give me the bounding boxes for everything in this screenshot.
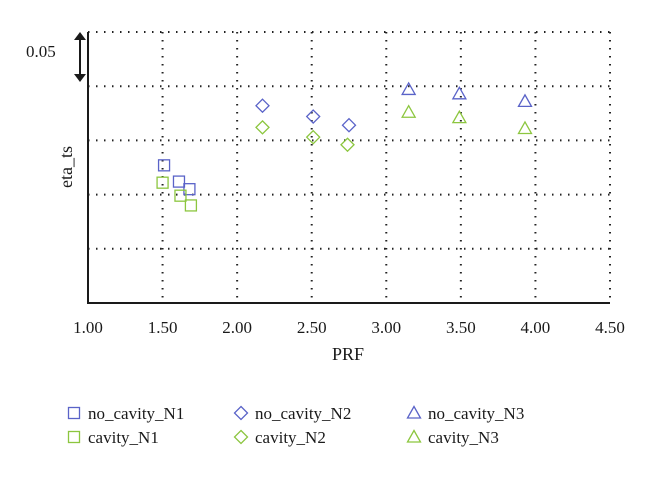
data-point-cavity-N2 <box>305 129 321 145</box>
legend: no_cavity_N1 no_cavity_N2 no_cavity_N3cavi… <box>67 404 524 447</box>
x-tick-label: 2.00 <box>222 318 252 337</box>
data-point-no-cavity-N3 <box>517 93 533 108</box>
data-point-cavity-N1 <box>184 199 198 212</box>
legend-marker-no-cavity-N3 <box>406 405 422 419</box>
legend-marker-cavity-N1 <box>67 430 81 444</box>
scale-annotation-label: 0.05 <box>26 42 56 61</box>
x-tick-labels: 1.00 1.50 2.00 2.50 3.00 3.50 4.00 4.50 <box>73 318 625 337</box>
x-tick-label: 3.50 <box>446 318 476 337</box>
legend-label-cavity-N2: cavity_N2 <box>255 428 326 447</box>
scale-arrow-head-down <box>74 74 86 82</box>
axes <box>87 32 610 304</box>
data-point-cavity-N3 <box>451 109 467 124</box>
y-axis-title: eta_ts <box>56 146 76 188</box>
legend-label-no-cavity-N3: no_cavity_N3 <box>428 404 524 423</box>
x-axis-title: PRF <box>332 344 364 364</box>
data-point-no-cavity-N1 <box>157 159 171 172</box>
legend-marker-no-cavity-N2 <box>233 405 249 421</box>
x-tick-label: 4.50 <box>595 318 625 337</box>
data-point-cavity-N1 <box>156 176 169 189</box>
legend-label-no-cavity-N1: no_cavity_N1 <box>88 404 184 423</box>
data-point-cavity-N2 <box>340 137 355 153</box>
scale-annotation: 0.05 <box>26 32 86 82</box>
data-points <box>156 81 533 212</box>
grid-lines <box>88 31 611 303</box>
data-point-cavity-N3 <box>401 104 417 118</box>
data-point-cavity-N3 <box>517 120 533 135</box>
legend-label-no-cavity-N2: no_cavity_N2 <box>255 404 351 423</box>
x-tick-label: 1.50 <box>148 318 178 337</box>
data-point-no-cavity-N3 <box>401 81 417 96</box>
legend-marker-cavity-N3 <box>406 429 422 443</box>
data-point-no-cavity-N2 <box>341 117 357 133</box>
legend-marker-cavity-N2 <box>233 429 249 445</box>
x-tick-label: 4.00 <box>521 318 551 337</box>
data-point-cavity-N1 <box>174 189 187 202</box>
x-tick-label: 3.00 <box>371 318 401 337</box>
data-point-no-cavity-N1 <box>172 175 186 188</box>
x-tick-label: 2.50 <box>297 318 327 337</box>
data-point-cavity-N2 <box>255 119 270 135</box>
scale-arrow-head-up <box>74 32 86 40</box>
data-point-no-cavity-N1 <box>183 183 196 196</box>
legend-label-cavity-N1: cavity_N1 <box>88 428 159 447</box>
data-point-no-cavity-N3 <box>451 85 467 100</box>
legend-marker-no-cavity-N1 <box>67 406 81 420</box>
legend-label-cavity-N3: cavity_N3 <box>428 428 499 447</box>
x-tick-label: 1.00 <box>73 318 103 337</box>
data-point-no-cavity-N2 <box>305 109 321 124</box>
data-point-no-cavity-N2 <box>255 98 270 114</box>
